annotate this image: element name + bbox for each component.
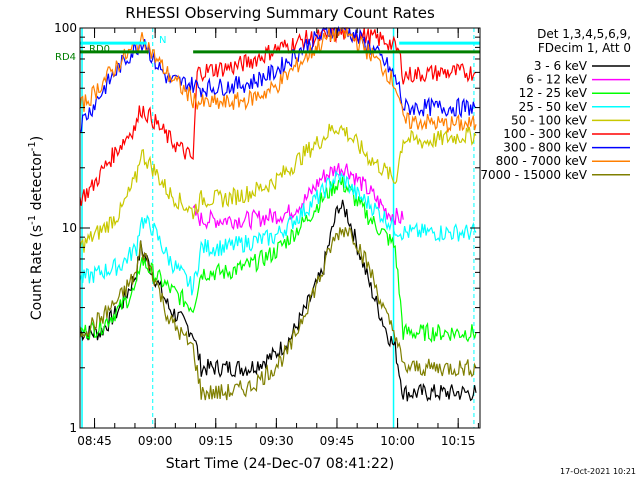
chart-title: RHESSI Observing Summary Count Rates — [125, 4, 435, 22]
x-tick-label: 09:15 — [198, 434, 233, 448]
y-tick-label: 10 — [62, 221, 77, 235]
legend-label: 300 - 800 keV — [503, 141, 587, 155]
y-tick-label: 1 — [69, 421, 77, 435]
legend-header-1: Det 1,3,4,5,6,9, — [537, 27, 631, 41]
x-tick-label: 08:45 — [77, 434, 112, 448]
x-tick-label: 09:30 — [259, 434, 294, 448]
x-axis: 08:45 09:00 09:15 09:30 09:45 10:00 10:15 — [77, 28, 479, 448]
x-tick-label: 09:00 — [138, 434, 173, 448]
legend-label: 6 - 12 keV — [526, 73, 588, 87]
legend-label: 25 - 50 keV — [519, 100, 588, 114]
legend-label: 12 - 25 keV — [519, 86, 588, 100]
x-axis-label: Start Time (24-Dec-07 08:41:22) — [166, 456, 394, 472]
legend-label: 800 - 7000 keV — [496, 154, 588, 168]
series-line — [79, 27, 477, 206]
legend-header-2: FDecim 1, Att 0 — [538, 41, 631, 55]
legend-label: 100 - 300 keV — [503, 127, 587, 141]
legend-label: 50 - 100 keV — [511, 113, 588, 127]
series-line — [192, 163, 404, 231]
legend-label: 3 - 6 keV — [534, 59, 588, 73]
x-tick-label: 09:45 — [320, 434, 355, 448]
footer-date: 17-Oct-2021 10:21 — [560, 467, 636, 476]
plot-area — [79, 25, 480, 428]
x-tick-label: 10:15 — [441, 434, 476, 448]
y-tick-label: 100 — [54, 21, 77, 35]
x-tick-label: 10:00 — [380, 434, 415, 448]
series-line — [79, 25, 477, 132]
annotation-rd4: RD4 — [55, 52, 76, 63]
y-axis-label: Count Rate (s-1 detector-1) — [27, 136, 45, 320]
annotation-rd0: RD0 — [89, 44, 110, 55]
annotation-n: N — [159, 35, 166, 46]
series-line — [79, 170, 477, 296]
legend: Det 1,3,4,5,6,9, FDecim 1, Att 0 3 - 6 k… — [480, 27, 631, 182]
legend-label: 7000 - 15000 keV — [480, 168, 587, 182]
series-line — [79, 123, 477, 253]
series-line — [79, 199, 477, 402]
series-line — [79, 226, 477, 401]
series-line — [79, 176, 477, 344]
y-axis: 100 10 1 — [54, 21, 480, 435]
